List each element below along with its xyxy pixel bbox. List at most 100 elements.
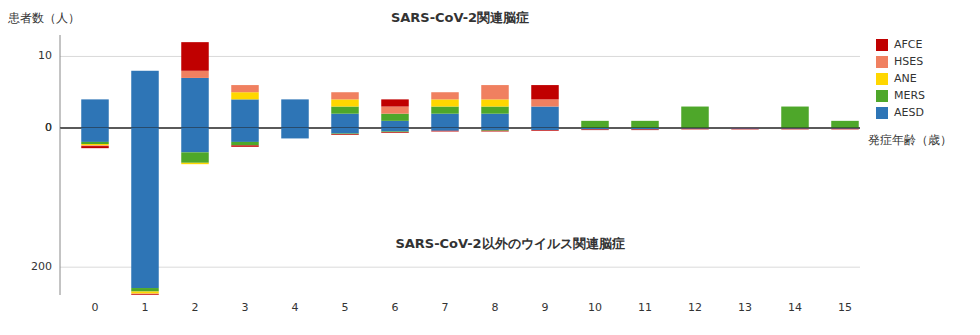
chart: 010SARS-CoV-2関連脳症患者数（人）AFCEHSESANEMERSAE… — [0, 0, 980, 335]
baseline — [60, 128, 860, 129]
bar-segment — [281, 99, 309, 100]
bar-segment — [481, 85, 509, 86]
bar-segment — [81, 144, 109, 145]
bar-segment — [731, 128, 759, 129]
bar-segment — [231, 99, 259, 128]
bar-segment — [781, 107, 809, 128]
bar-segment — [681, 128, 709, 130]
x-tick-label: 3 — [242, 301, 249, 314]
bar-segment — [481, 114, 509, 128]
legend-swatch — [876, 56, 888, 68]
x-tick-label: 13 — [738, 301, 752, 314]
title: SARS-CoV-2以外のウイルス関連脳症 — [395, 236, 624, 251]
bar-segment — [681, 106, 709, 107]
bar-segment — [131, 70, 159, 71]
bar-segment — [81, 99, 109, 128]
bar-segment — [681, 128, 709, 129]
bar-segment — [331, 133, 359, 135]
bar-segment — [131, 71, 159, 128]
bar-segment — [681, 106, 709, 107]
bar-segment — [331, 134, 359, 135]
panel-1: 02000123456789101112131415SARS-CoV-2以外のウ… — [31, 121, 952, 314]
bar-segment — [281, 99, 309, 100]
panel-0: 010SARS-CoV-2関連脳症患者数（人）AFCEHSESANEMERSAE… — [7, 10, 925, 134]
x-tick-label: 1 — [142, 301, 149, 314]
bar-segment — [731, 128, 759, 130]
bar-segment — [681, 128, 709, 129]
bars — [81, 128, 859, 295]
bar-segment — [781, 128, 809, 129]
bar-segment — [131, 294, 159, 295]
x-tick-label: 7 — [442, 301, 449, 314]
bar-segment — [181, 128, 209, 152]
bar-segment — [581, 129, 609, 131]
bar-segment — [281, 138, 309, 139]
bar-segment — [531, 130, 559, 131]
bar-segment — [781, 128, 809, 129]
bar-segment — [631, 129, 659, 130]
bar-segment — [381, 132, 409, 133]
bar-segment — [131, 292, 159, 294]
bar-segment — [381, 132, 409, 134]
bar-segment — [181, 71, 209, 78]
bar-segment — [381, 107, 409, 114]
bar-segment — [281, 138, 309, 139]
bar-segment — [381, 121, 409, 128]
bar-segment — [231, 145, 259, 146]
x-tick-label: 4 — [292, 301, 299, 314]
legend-label: ANE — [894, 72, 917, 85]
bar-segment — [231, 128, 259, 142]
bar-segment — [581, 129, 609, 130]
y-axis-line — [60, 128, 61, 295]
bar-segment — [731, 128, 759, 129]
bar-segment — [431, 99, 459, 106]
baseline — [60, 128, 860, 129]
bar-segment — [281, 99, 309, 128]
x-tick-label: 0 — [92, 301, 99, 314]
y-tick-label: 10 — [38, 49, 52, 62]
bar-segment — [81, 99, 109, 100]
bar-segment — [381, 132, 409, 133]
bar-segment — [731, 128, 759, 129]
x-tick-label: 8 — [492, 301, 499, 314]
bar-segment — [281, 138, 309, 139]
bar-segment — [431, 130, 459, 131]
bar-segment — [431, 130, 459, 131]
bar-segment — [131, 70, 159, 71]
bar-segment — [231, 85, 259, 92]
legend-label: HSES — [894, 55, 923, 68]
x-tick-label: 5 — [342, 301, 349, 314]
bar-segment — [381, 128, 409, 131]
x-tick-label: 15 — [838, 301, 852, 314]
bar-segment — [331, 107, 359, 114]
y-tick-label: 0 — [45, 121, 52, 134]
bar-segment — [131, 70, 159, 71]
legend: AFCEHSESANEMERSAESD — [876, 38, 925, 119]
legend-label: AFCE — [894, 38, 923, 51]
bar-segment — [631, 120, 659, 121]
bar-segment — [81, 146, 109, 148]
bar-segment — [381, 131, 409, 133]
bar-segment — [231, 145, 259, 146]
bar-segment — [531, 130, 559, 131]
bar-segment — [331, 99, 359, 106]
bar-segment — [231, 92, 259, 99]
bar-segment — [581, 120, 609, 121]
bar-segment — [431, 130, 459, 131]
bar-segment — [681, 107, 709, 128]
bar-segment — [481, 130, 509, 132]
bar-segment — [281, 99, 309, 100]
bar-segment — [531, 107, 559, 128]
x-tick-label: 9 — [542, 301, 549, 314]
bar-segment — [531, 130, 559, 131]
bar-segment — [581, 120, 609, 121]
bar-segment — [281, 128, 309, 138]
legend-label: MERS — [894, 89, 925, 102]
bar-segment — [631, 121, 659, 128]
bar-segment — [431, 114, 459, 128]
bar-segment — [631, 128, 659, 129]
grid-line — [60, 56, 860, 57]
bar-segment — [831, 120, 859, 121]
bar-segment — [81, 99, 109, 100]
bar-segment — [581, 129, 609, 130]
